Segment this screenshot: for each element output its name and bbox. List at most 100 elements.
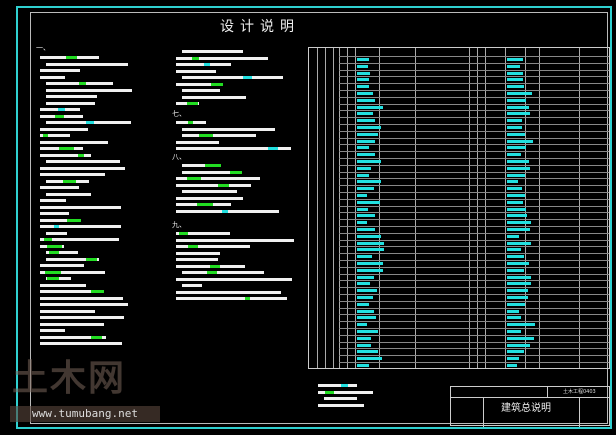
table-cell-text — [357, 187, 375, 191]
table-row-line — [339, 205, 609, 207]
note-highlight — [186, 102, 199, 105]
table-row-line — [339, 62, 609, 64]
note-line — [40, 309, 95, 313]
table-cell-text — [507, 214, 527, 218]
table-cell-text — [357, 58, 369, 61]
note-line — [182, 190, 238, 193]
table-cell-text — [507, 160, 530, 163]
table-cell-text — [357, 173, 369, 177]
table-cell-text — [507, 112, 531, 116]
note-line — [40, 199, 67, 202]
title-block-divider — [547, 387, 548, 397]
note-line — [40, 329, 66, 332]
table-cell-text — [507, 330, 522, 333]
table-row-line — [339, 219, 609, 221]
table-row-line — [339, 56, 609, 57]
table-column-line — [415, 48, 416, 368]
section-8-heading: 八、 — [172, 153, 186, 161]
table-cell-text — [507, 64, 520, 68]
table-cell-text — [357, 139, 376, 143]
note-highlight — [57, 108, 66, 111]
table-cell-text — [507, 221, 532, 225]
table-row-line — [339, 185, 609, 187]
drawing-name: 建筑总说明 — [501, 403, 551, 414]
table-cell-text — [507, 58, 524, 61]
table-cell-text — [357, 85, 369, 89]
watermark-url: www.tumubang.net — [10, 406, 160, 422]
table-cell-text — [507, 146, 526, 150]
section-7-heading: 七、 — [172, 110, 186, 118]
note-highlight — [268, 147, 279, 150]
table-cell-text — [357, 194, 367, 197]
note-line — [182, 284, 203, 287]
table-row-line — [339, 232, 609, 234]
note-line — [176, 69, 217, 73]
note-highlight — [178, 232, 188, 235]
table-cell-text — [357, 166, 371, 170]
table-cell-text — [357, 248, 384, 252]
note-line — [40, 303, 128, 306]
table-row-line — [339, 246, 609, 248]
note-highlight — [244, 297, 251, 300]
table-row-line — [339, 158, 609, 159]
title-block-divider — [483, 397, 484, 427]
table-cell-text — [507, 200, 523, 204]
table-cell-text — [507, 228, 530, 231]
table-cell-text — [357, 241, 385, 245]
table-cell-text — [357, 336, 372, 340]
table-cell-text — [507, 255, 524, 259]
table-cell-text — [507, 289, 528, 293]
table-cell-text — [357, 207, 368, 211]
note-highlight — [67, 218, 81, 222]
note-line — [40, 212, 69, 215]
note-line — [40, 264, 84, 267]
table-cell-text — [357, 112, 374, 116]
table-cell-text — [507, 105, 530, 109]
table-cell-text — [507, 336, 535, 340]
title-block-divider — [451, 397, 609, 398]
table-cell-text — [507, 85, 525, 89]
table-column-line — [579, 48, 580, 368]
table-row-line — [339, 110, 609, 112]
note-line — [176, 196, 244, 200]
table-cell-text — [357, 275, 374, 279]
note-line — [46, 231, 68, 235]
table-row-line — [339, 260, 609, 261]
note-highlight — [66, 56, 78, 59]
note-line — [46, 160, 120, 163]
note-highlight — [91, 290, 105, 293]
table-cell-text — [507, 71, 523, 75]
note-highlight — [47, 244, 62, 248]
table-column-line — [317, 48, 318, 368]
table-cell-text — [507, 275, 532, 279]
note-highlight — [55, 114, 65, 118]
table-cell-text — [357, 92, 373, 95]
table-row-line — [339, 273, 609, 275]
table-row-line — [339, 164, 609, 166]
table-cell-text — [507, 153, 522, 157]
table-cell-text — [507, 302, 526, 306]
table-cell-text — [507, 173, 526, 177]
table-cell-text — [357, 302, 369, 306]
note-line — [46, 88, 132, 92]
note-line — [40, 153, 91, 157]
note-line — [40, 75, 66, 79]
table-cell-text — [357, 357, 383, 361]
table-cell-text — [357, 160, 382, 163]
table-row-line — [339, 226, 609, 227]
note-highlight — [85, 121, 94, 124]
table-column-line — [333, 48, 334, 368]
note-line — [46, 62, 128, 66]
table-row-line — [339, 124, 609, 125]
note-line — [182, 134, 256, 137]
table-row-line — [339, 328, 609, 329]
note-line — [46, 95, 98, 98]
note-line — [40, 316, 125, 319]
note-line — [318, 384, 357, 387]
note-highlight — [204, 63, 210, 66]
note-line — [182, 127, 275, 131]
table-cell-text — [357, 105, 384, 109]
table-row-line — [339, 266, 609, 268]
table-row-line — [339, 341, 609, 343]
table-cell-text — [357, 78, 370, 82]
